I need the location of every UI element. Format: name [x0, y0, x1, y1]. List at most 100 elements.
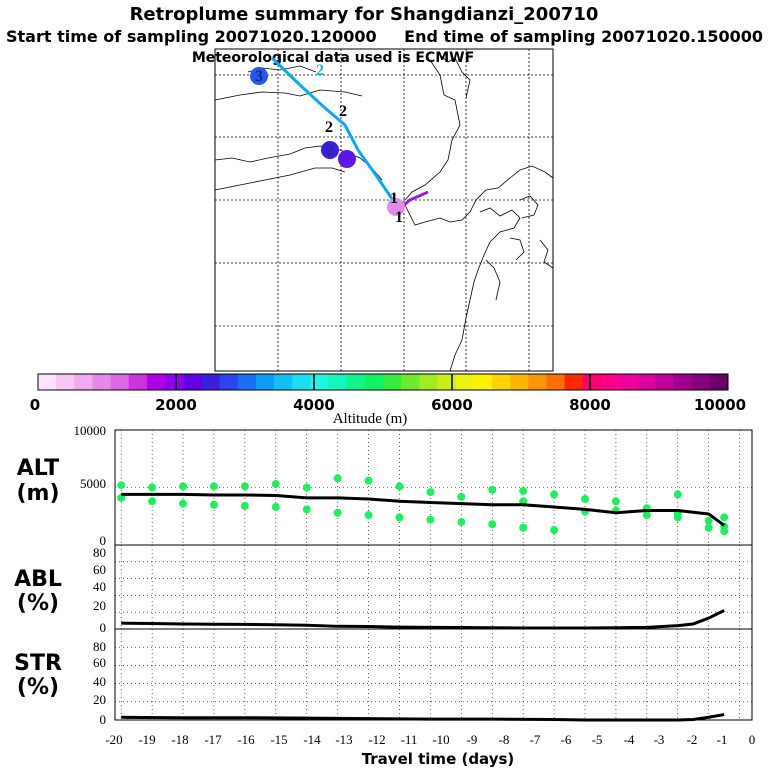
- xtick-label: -5: [592, 732, 603, 747]
- cluster-marker-1: [387, 198, 405, 216]
- colorbar-cell: [546, 374, 566, 390]
- xtick-label: -3: [654, 732, 665, 747]
- alt-point: [581, 495, 590, 503]
- alt-point: [179, 499, 188, 508]
- colorbar-cell: [255, 374, 275, 390]
- end-time-label: End time of sampling 20071020.150000: [404, 27, 763, 46]
- alt-point: [333, 474, 342, 483]
- xtick-label: -8: [499, 732, 510, 747]
- alt-point: [488, 520, 497, 529]
- alt-point: [720, 513, 729, 522]
- abl-panel-label: ABL: [14, 567, 62, 592]
- colorbar-ticks: [175, 374, 591, 390]
- alt-point: [426, 515, 435, 524]
- alt-point: [209, 500, 218, 509]
- time-series-panels: ALT (m) ABL (%) STR (%) 10000 5000 0 80 …: [14, 423, 755, 768]
- alt-point: [457, 518, 466, 526]
- colorbar-cell: [473, 374, 493, 390]
- alt-point: [302, 483, 311, 492]
- str-line: [121, 713, 725, 722]
- xtick-label: -14: [303, 732, 321, 747]
- colorbar-cell: [165, 374, 184, 390]
- alt-point: [642, 511, 651, 520]
- colorbar-cell: [510, 374, 529, 390]
- xtick-label: -11: [401, 732, 418, 747]
- str-ytick-label: 20: [93, 692, 106, 707]
- xtick-label: -17: [204, 732, 222, 747]
- alt-point: [240, 482, 249, 491]
- cluster-marker-2b: [338, 150, 356, 168]
- colorbar-cell: [383, 374, 402, 390]
- colorbar-cell: [292, 374, 311, 390]
- colorbar-tick-label: 0: [30, 396, 40, 414]
- alt-point: [395, 482, 404, 491]
- trajectory-label: 1: [395, 209, 403, 226]
- series-lines: [121, 492, 726, 722]
- alt-point: [117, 481, 126, 490]
- alt-point: [426, 488, 435, 497]
- colorbar-cell: [274, 374, 293, 390]
- xtick-label: -12: [368, 732, 385, 747]
- alt-point: [550, 526, 559, 535]
- colorbar-cell: [655, 374, 675, 390]
- panel-gridlines: [115, 429, 752, 721]
- xtick-label: -16: [237, 732, 255, 747]
- alt-panel-label: ALT: [17, 456, 59, 481]
- colorbar-cell: [310, 374, 330, 390]
- alt-point: [271, 503, 280, 512]
- abl-ytick-label: 40: [93, 579, 106, 594]
- alt-point: [704, 516, 713, 525]
- alt-point: [395, 513, 404, 522]
- colorbar-cell: [491, 374, 511, 390]
- xtick-label: -6: [561, 732, 572, 747]
- start-time-label: Start time of sampling 20071020.120000: [6, 27, 377, 46]
- trajectory-label: 2: [316, 62, 324, 79]
- alt-point: [364, 511, 373, 520]
- colorbar-tick-label: 6000: [431, 396, 473, 414]
- xtick-label: -2: [687, 732, 698, 747]
- xtick-label: -1: [717, 732, 728, 747]
- colorbar-cell: [528, 374, 547, 390]
- alt-point: [457, 492, 466, 501]
- colorbar-tick-label: 8000: [569, 396, 611, 414]
- alt-point: [333, 508, 342, 517]
- xtick-label: -13: [335, 732, 352, 747]
- colorbar-cell: [183, 374, 202, 390]
- str-panel-frame: [114, 628, 753, 721]
- alt-point: [519, 523, 528, 532]
- map-coastlines: [214, 54, 554, 372]
- alt-point: [179, 482, 188, 491]
- xtick-label: -7: [530, 732, 541, 747]
- colorbar-cell: [637, 374, 656, 390]
- xtick-label: -20: [105, 732, 122, 747]
- xtick-label: -15: [270, 732, 287, 747]
- alt-panel-unit: (m): [16, 481, 59, 506]
- colorbar-cell: [619, 374, 638, 390]
- alt-ytick-label: 10000: [74, 423, 107, 438]
- cluster-marker-3: [250, 67, 268, 85]
- abl-ytick-label: 60: [93, 562, 106, 577]
- trajectory-label: 2: [326, 142, 334, 159]
- trajectory-label: 1: [390, 190, 398, 207]
- alt-point: [704, 523, 713, 532]
- trajectory-label: 2: [339, 103, 347, 120]
- alt-point: [302, 505, 311, 514]
- colorbar-cell: [600, 374, 620, 390]
- abl-ytick-label: 0: [100, 620, 107, 635]
- colorbar-tick-label: 4000: [293, 396, 335, 414]
- xtick-label: -18: [171, 732, 188, 747]
- colorbar-cell: [364, 374, 384, 390]
- colorbar-cell: [92, 374, 112, 390]
- cluster-marker-2a: [321, 141, 339, 159]
- colorbar-axis-label: Altitude (m): [333, 411, 408, 427]
- alt-point: [488, 485, 497, 494]
- colorbar-cell: [219, 374, 239, 390]
- colorbar-cell: [419, 374, 438, 390]
- alt-scatter-points: [117, 474, 729, 536]
- colorbar-cell: [146, 374, 166, 390]
- xtick-label: 0: [749, 732, 756, 747]
- colorbar-cell: [691, 374, 711, 390]
- trajectory-label: 2: [325, 119, 333, 136]
- colorbar-tick-label: 2000: [155, 396, 197, 414]
- alt-mean-line: [121, 492, 726, 527]
